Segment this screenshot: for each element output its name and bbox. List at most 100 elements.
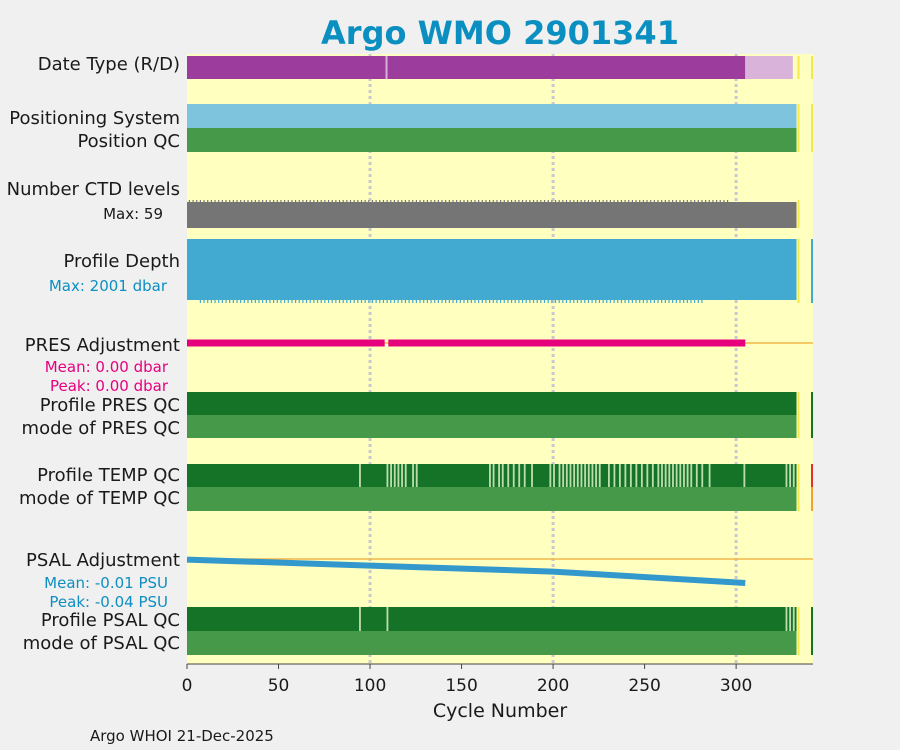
ctd-level-tick: [701, 200, 703, 203]
profile-depth-tick: [580, 299, 582, 303]
ctd-level-tick: [474, 200, 476, 203]
ctd-level-tick: [543, 200, 546, 203]
x-tick-label: 300: [720, 676, 752, 696]
profile-temp-qc-light: [498, 464, 500, 487]
profile-depth-tick: [412, 299, 414, 303]
footer-credit: Argo WHOI 21-Dec-2025: [90, 727, 274, 745]
ctd-level-tick: [210, 200, 212, 203]
profile-depth-tick: [474, 299, 476, 303]
profile-depth-tick: [258, 299, 260, 303]
profile-depth-tick: [401, 299, 403, 303]
profile-temp-qc-light: [587, 464, 590, 487]
profile-temp-qc-light: [613, 464, 616, 487]
profile-depth-tick: [635, 299, 637, 303]
profile-depth-tick: [492, 299, 494, 303]
ctd-levels-jitter: [188, 200, 729, 203]
ctd-level-tick: [375, 200, 377, 203]
ctd-level-tick: [708, 200, 710, 203]
profile-temp-qc-light: [701, 464, 704, 487]
ctd-level-tick: [331, 200, 333, 203]
profile-temp-qc-light: [404, 464, 407, 487]
profile-depth-tick: [302, 299, 304, 303]
profile-depth-tick: [273, 299, 275, 303]
profile-depth-tick: [364, 299, 366, 303]
ctd-level-tick: [368, 200, 370, 203]
profile-depth-tick: [602, 299, 604, 303]
ctd-level-tick: [624, 200, 626, 203]
profile-depth-tick: [664, 299, 666, 303]
profile-depth-tick: [320, 299, 322, 303]
profile-depth-tick: [294, 299, 297, 303]
profile-temp-qc-light: [512, 464, 515, 487]
profile-temp-qc-light: [401, 464, 403, 487]
data-rows: [186, 56, 813, 655]
profile-psal-qc-light: [359, 607, 361, 631]
ctd-level-tick: [456, 200, 458, 203]
ctd-level-tick: [364, 200, 366, 203]
ctd-level-tick: [247, 200, 249, 203]
label-profile-depth: Profile Depth: [63, 251, 180, 272]
ctd-level-tick: [397, 200, 399, 203]
ctd-level-tick: [309, 200, 311, 203]
latest-cycle-marker: [811, 239, 813, 303]
profile-depth-tick: [218, 299, 220, 303]
profile-depth-tick: [510, 299, 513, 303]
profile-depth-tick: [342, 299, 344, 303]
profile-temp-qc-light: [415, 464, 418, 487]
profile-temp-qc-light: [523, 464, 526, 487]
ctd-level-tick: [573, 200, 575, 203]
ctd-level-tick: [664, 200, 666, 203]
ctd-level-tick: [554, 200, 557, 203]
pres-adjustment-bar: [388, 339, 746, 347]
profile-psal-qc-light: [789, 607, 792, 631]
profile-psal-qc-light: [386, 607, 389, 631]
profile-depth-tick: [408, 299, 410, 303]
latest-cycle-marker: [811, 392, 813, 438]
ctd-level-tick: [485, 200, 487, 203]
profile-depth-tick: [331, 299, 333, 303]
profile-temp-qc-light: [397, 464, 400, 487]
ctd-level-tick: [646, 200, 648, 203]
ctd-level-tick: [441, 200, 443, 203]
ctd-level-tick: [580, 200, 582, 203]
profile-depth-tick: [240, 299, 242, 303]
profile-depth-tick: [617, 299, 619, 303]
ctd-level-tick: [262, 200, 264, 203]
profile-depth-tick: [404, 299, 407, 303]
profile-depth-tick: [210, 299, 212, 303]
profile-depth-tick: [452, 299, 454, 303]
profile-depth-tick: [423, 299, 425, 303]
ctd-level-tick: [697, 200, 699, 203]
profile-temp-qc-light: [675, 464, 678, 487]
ctd-level-tick: [558, 200, 560, 203]
profile-depth-tick: [437, 299, 439, 303]
profile-depth-tick: [481, 299, 483, 303]
ctd-level-tick: [294, 200, 297, 203]
ctd-level-tick: [327, 200, 330, 203]
ctd-level-tick: [635, 200, 637, 203]
ctd-level-tick: [584, 200, 586, 203]
profile-depth-tick: [507, 299, 509, 303]
ctd-level-tick: [518, 200, 520, 203]
ctd-level-tick: [320, 200, 322, 203]
profile-depth-tick: [262, 299, 264, 303]
ctd-level-tick: [218, 200, 220, 203]
ctd-level-tick: [203, 200, 205, 203]
profile-temp-qc-light: [580, 464, 583, 487]
ctd-level-tick: [188, 200, 191, 203]
label-profile-psal-qc: Profile PSAL QC: [41, 610, 180, 631]
position-qc-bar: [187, 128, 797, 152]
profile-temp-qc-light: [661, 464, 663, 487]
profile-depth-tick: [532, 299, 535, 303]
profile-depth-tick: [393, 299, 396, 303]
ctd-level-tick: [639, 200, 641, 203]
ctd-level-tick: [269, 200, 271, 203]
ctd-level-tick: [726, 200, 729, 203]
profile-depth-tick: [214, 299, 216, 303]
ctd-level-tick: [287, 200, 289, 203]
profile-depth-tick: [591, 299, 593, 303]
profile-depth-tick: [349, 299, 352, 303]
ctd-level-tick: [357, 200, 359, 203]
profile-depth-tick: [254, 299, 256, 303]
